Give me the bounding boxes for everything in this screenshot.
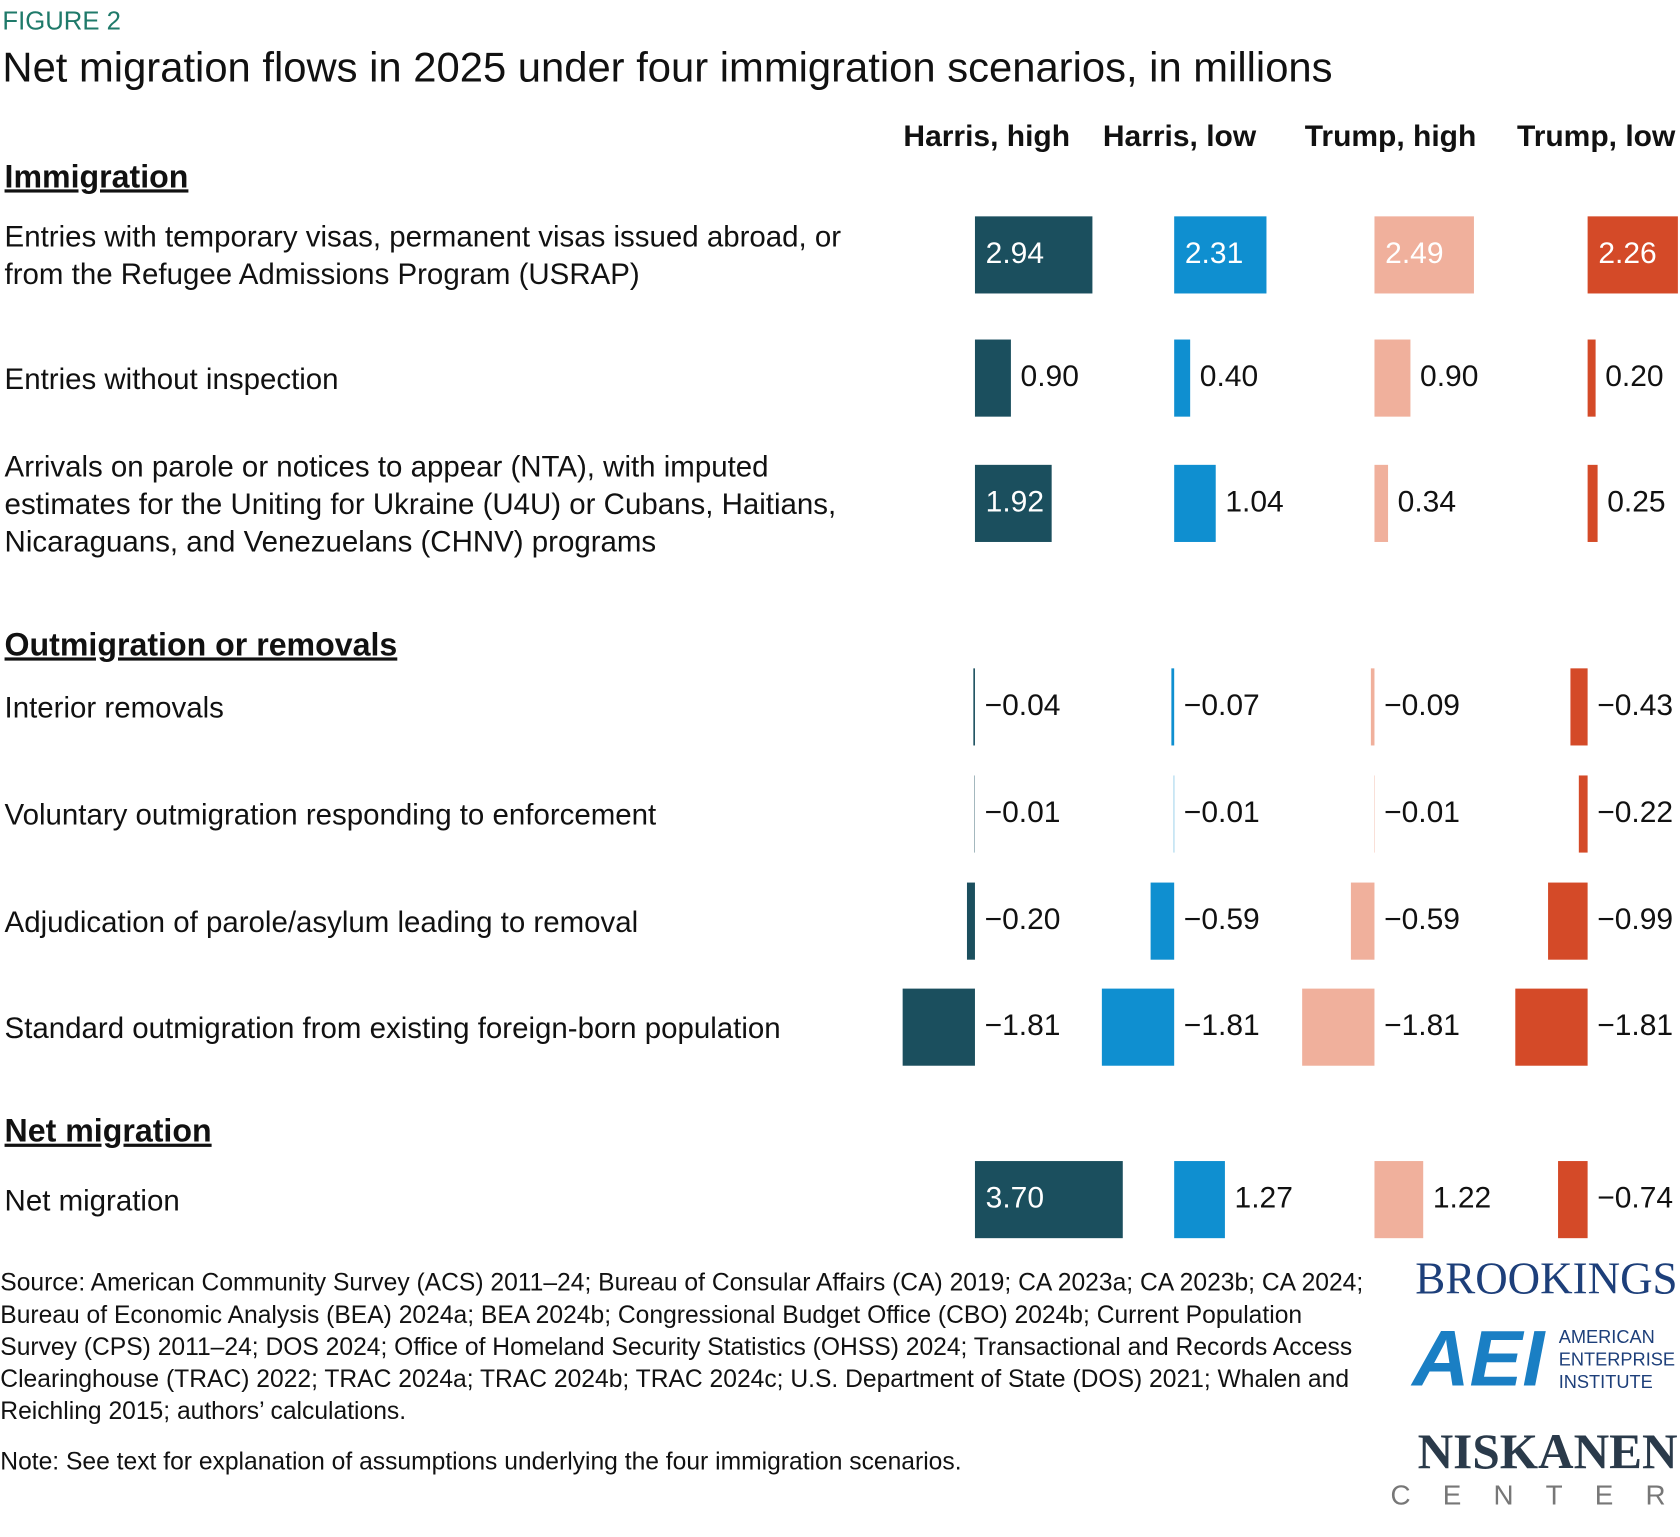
value-label: −0.09 (1384, 689, 1460, 722)
bar (1374, 339, 1411, 417)
chart-title: Net migration flows in 2025 under four i… (2, 44, 1332, 91)
note-box: Note: See text for explanation of assump… (0, 1447, 962, 1475)
bar (1570, 668, 1588, 746)
logo-niskanen-sub: CENTER (1391, 1480, 1680, 1511)
value-label: −0.43 (1597, 689, 1673, 722)
column-header: Trump, high (1305, 120, 1477, 153)
bar (1587, 216, 1678, 294)
value-label: −0.20 (985, 903, 1061, 936)
bar (1174, 464, 1216, 542)
value-label: −1.81 (1597, 1009, 1673, 1042)
value-label: −0.99 (1597, 903, 1673, 936)
value-label: 0.20 (1605, 360, 1663, 393)
bar (1374, 464, 1389, 542)
bar (1174, 339, 1191, 417)
value-label: 0.90 (1420, 360, 1478, 393)
bar (1171, 668, 1175, 746)
row-label: Standard outmigration from existing fore… (4, 1010, 781, 1044)
section-title: Outmigration or removals (5, 626, 398, 662)
bar (1370, 668, 1375, 746)
bar (974, 464, 1052, 542)
bar (1548, 882, 1588, 960)
row-label-box: Standard outmigration from existing fore… (4, 1010, 781, 1044)
value-label: −0.01 (1184, 796, 1260, 829)
value-label: −0.01 (985, 796, 1061, 829)
bar (1350, 882, 1375, 960)
row-label-box: Entries without inspection (4, 361, 339, 395)
value-label: −0.04 (985, 689, 1061, 722)
value-label: 2.31 (1185, 237, 1243, 270)
bar (1515, 988, 1588, 1066)
value-label: −0.59 (1184, 903, 1260, 936)
value-label: 2.26 (1598, 237, 1656, 270)
bar (1374, 1161, 1424, 1239)
section-title: Immigration (5, 158, 189, 194)
bar (1101, 988, 1175, 1066)
row-label-box: Entries with temporary visas, permanent … (4, 219, 842, 291)
bar (1150, 882, 1175, 960)
value-label: −1.81 (1184, 1009, 1260, 1042)
bar (1558, 1161, 1588, 1239)
note: Note: See text for explanation of assump… (0, 1447, 962, 1475)
value-label: 1.92 (986, 485, 1044, 518)
column-header: Harris, high (903, 120, 1070, 153)
row-label: Entries without inspection (4, 361, 339, 395)
row-label: Net migration (4, 1183, 180, 1217)
value-label: 3.70 (986, 1182, 1044, 1215)
row-label-box: Interior removals (4, 690, 224, 724)
bar (974, 1161, 1123, 1239)
section-title: Net migration (5, 1113, 212, 1149)
row-label: Adjudication of parole/asylum leading to… (4, 904, 639, 938)
value-label: 0.40 (1200, 360, 1258, 393)
bar (1587, 339, 1596, 417)
value-label: −0.07 (1184, 689, 1260, 722)
logo-aei-name: AMERICAN ENTERPRISE INSTITUTE (1558, 1327, 1676, 1393)
row-label: Entries with temporary visas, permanent … (4, 219, 842, 291)
column-header: Harris, low (1103, 120, 1257, 153)
value-label: −0.59 (1384, 903, 1460, 936)
value-label: −1.81 (985, 1009, 1061, 1042)
row-label-box: Net migration (4, 1183, 180, 1217)
aei-name-box: AMERICAN ENTERPRISE INSTITUTE (1558, 1327, 1676, 1393)
row-label-box: Voluntary outmigration responding to enf… (4, 797, 657, 831)
bar (974, 339, 1011, 417)
figure-label: FIGURE 2 (2, 7, 120, 35)
bar (902, 988, 975, 1066)
bar (1587, 464, 1598, 542)
row-label-box: Arrivals on parole or notices to appear … (4, 449, 837, 558)
value-label: 1.27 (1235, 1182, 1293, 1215)
value-label: 0.25 (1607, 485, 1665, 518)
value-label: −0.22 (1597, 796, 1673, 829)
row-label-box: Adjudication of parole/asylum leading to… (4, 904, 639, 938)
bar (1302, 988, 1375, 1066)
value-label: 1.22 (1433, 1182, 1491, 1215)
value-label: 2.49 (1385, 237, 1443, 270)
value-label: 1.04 (1225, 485, 1283, 518)
logo-aei: AEI (1410, 1313, 1546, 1402)
column-header: Trump, low (1517, 120, 1676, 153)
value-label: 2.94 (986, 237, 1044, 270)
bar (1174, 1161, 1225, 1239)
logo-brookings: BROOKINGS (1415, 1253, 1677, 1303)
bar (966, 882, 975, 960)
value-label: 0.34 (1398, 485, 1456, 518)
source-box: Source: American Community Survey (ACS) … (0, 1268, 1364, 1425)
logo-niskanen: NISKANEN (1418, 1424, 1678, 1479)
row-label: Arrivals on parole or notices to appear … (4, 449, 837, 558)
value-label: −1.81 (1384, 1009, 1460, 1042)
bar (1174, 216, 1267, 294)
value-label: 0.90 (1021, 360, 1079, 393)
source: Source: American Community Survey (ACS) … (0, 1268, 1364, 1425)
value-label: −0.74 (1597, 1182, 1673, 1215)
bar (974, 216, 1093, 294)
value-label: −0.01 (1384, 796, 1460, 829)
row-label: Interior removals (4, 690, 224, 724)
bar (973, 668, 975, 746)
bar (1374, 216, 1474, 294)
row-label: Voluntary outmigration responding to enf… (4, 797, 657, 831)
bar (1578, 775, 1588, 853)
